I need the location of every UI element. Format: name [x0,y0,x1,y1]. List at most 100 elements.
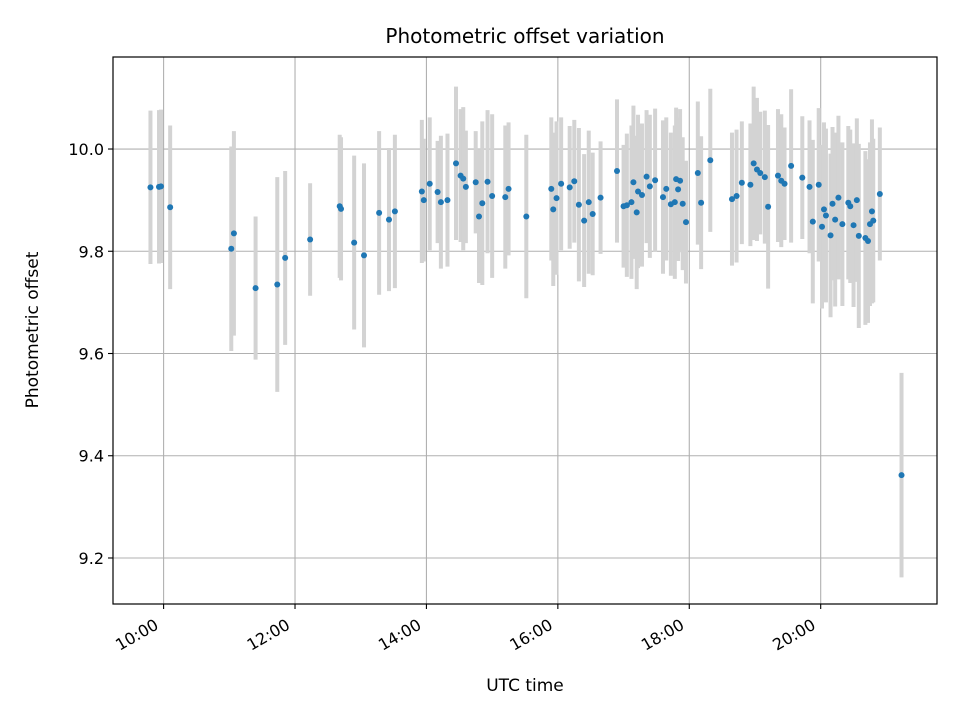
data-point [761,174,768,181]
plot-area-frame [112,56,938,605]
data-point [707,157,714,164]
data-point [385,216,392,223]
data-point [391,208,398,215]
data-point [558,180,565,187]
data-point [799,174,806,181]
data-point [575,201,582,208]
data-point [643,173,650,180]
data-point [167,204,174,211]
y-tick-label: 9.8 [79,242,104,261]
data-point [484,178,491,185]
data-point [426,180,433,187]
data-point [855,232,862,239]
data-point [548,185,555,192]
y-axis-ticks: 9.2 9.4 9.6 9.8 10.0 [68,140,113,568]
data-point [850,222,857,229]
data-point [820,206,827,213]
data-point [434,188,441,195]
data-point [815,181,822,188]
data-point [646,183,653,190]
y-axis-label: Photometric offset [23,251,43,408]
data-point [677,177,684,184]
data-point [505,185,512,192]
data-point [663,185,670,192]
data-point [865,238,872,245]
data-point [550,206,557,213]
data-point [679,200,686,207]
data-point [338,205,345,212]
data-point [671,199,678,206]
data-point [747,181,754,188]
data-point [633,209,640,216]
data-point [581,217,588,224]
y-tick-label: 10.0 [68,140,104,159]
data-point [462,183,469,190]
data-point [585,199,592,206]
data-point [822,212,829,219]
data-point [819,223,826,230]
data-point [472,179,479,186]
data-point [157,183,164,190]
data-point [489,193,496,200]
data-point [847,203,854,210]
data-point [728,196,735,203]
data-point [453,160,460,167]
data-point [698,199,705,206]
data-point [613,168,620,175]
data-point [733,193,740,200]
data-point [870,217,877,224]
data-points [147,157,905,479]
data-point [476,213,483,220]
data-point [361,252,368,259]
data-point [307,236,314,243]
data-point [898,472,905,479]
y-tick-label: 9.2 [79,549,104,568]
data-point [835,194,842,201]
data-point [738,179,745,186]
data-point [853,197,860,204]
x-axis-label: UTC time [486,676,564,696]
data-point [635,188,642,195]
data-point [832,216,839,223]
data-point [589,210,596,217]
data-point [502,194,509,201]
data-point [781,180,788,187]
data-point [806,183,813,190]
data-point [630,179,637,186]
data-point [282,254,289,261]
data-point [774,172,781,179]
data-point [230,230,237,237]
data-point [597,194,604,201]
data-point [444,197,451,204]
data-point [638,192,645,199]
data-point [566,184,573,191]
data-point [868,208,875,215]
data-point [252,285,259,292]
data-point [460,175,467,182]
data-point [623,202,630,209]
data-point [788,162,795,169]
data-point [479,200,486,207]
y-tick-label: 9.4 [79,447,104,466]
data-point [652,177,659,184]
data-point [682,219,689,226]
data-point [628,199,635,206]
data-point [750,160,757,167]
data-point [147,184,154,191]
data-point [839,221,846,228]
data-point [659,194,666,201]
data-point [827,232,834,239]
data-point [694,170,701,177]
data-point [418,188,425,195]
data-point [274,281,281,288]
data-point [809,218,816,225]
data-point [420,197,427,204]
data-point [553,195,560,202]
chart-title: Photometric offset variation [385,24,664,48]
data-point [765,203,772,210]
data-point [228,245,235,252]
data-point [571,178,578,185]
data-point [523,213,530,220]
